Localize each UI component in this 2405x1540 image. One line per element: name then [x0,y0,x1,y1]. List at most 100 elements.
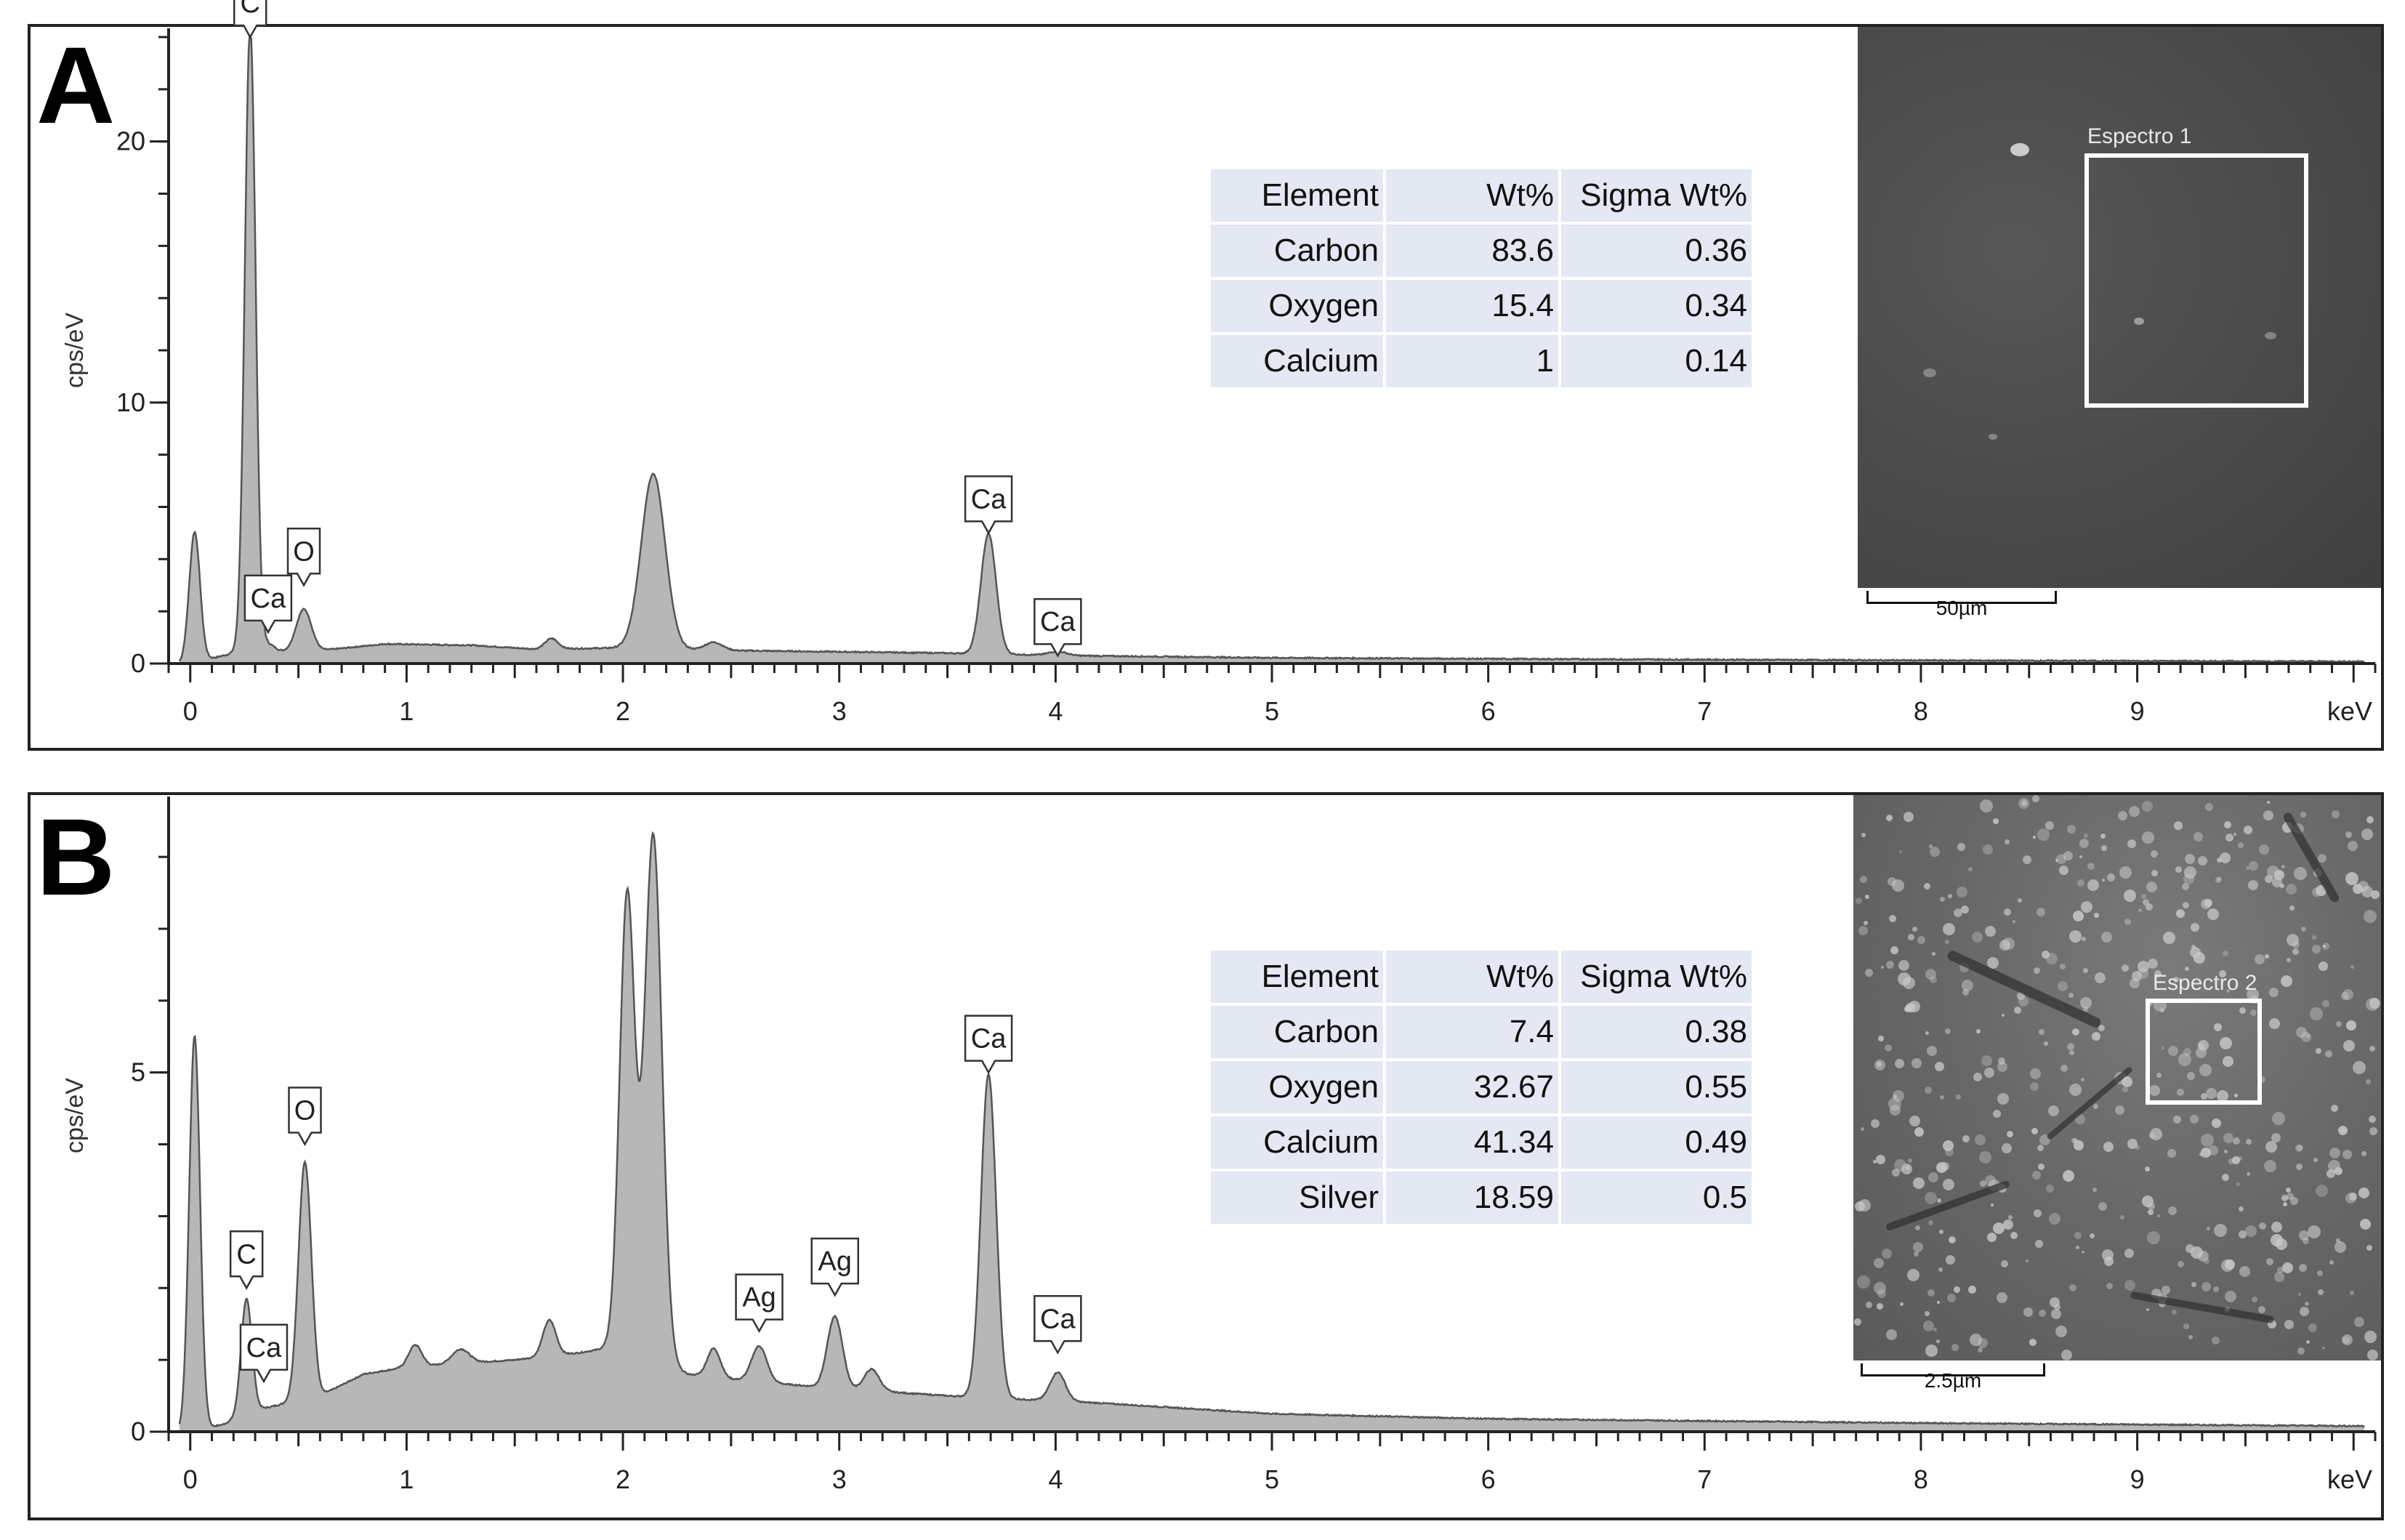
x-tick-label: 3 [832,1464,847,1494]
sem-particle [2068,993,2074,998]
y-tick-label: 0 [131,648,145,678]
sem-particle [2191,1282,2196,1287]
sem-particle [2358,1188,2369,1198]
sem-particle [2322,1000,2329,1007]
sem-particle [2167,1149,2176,1158]
sem-particle [1893,1090,1904,1102]
sem-particle [2023,1307,2033,1317]
sem-particle [2034,1209,2042,1217]
sem-particle [2249,861,2258,871]
sem-particle [2201,1134,2214,1147]
sem-particle [2318,1289,2324,1295]
sem-particle [2185,967,2189,971]
peak-label-box [964,1015,1013,1075]
table-row: Calcium 41.34 0.49 [1211,1116,1752,1169]
sem-particle [2313,1158,2318,1162]
table-row: Calcium 1 0.14 [1211,335,1752,387]
sem-defect [2134,318,2144,325]
spectrum-selection-box[interactable] [2084,153,2308,408]
cell-element: Calcium [1211,1116,1383,1169]
x-tick-label: 6 [1481,696,1496,726]
sem-particle [2265,875,2273,883]
sem-particle [2151,850,2158,858]
sem-particle [2103,1142,2114,1152]
sem-particle [2300,1307,2309,1316]
sem-particle [2087,879,2099,891]
sem-particle [2280,884,2284,888]
sem-particle [2073,911,2084,922]
table-header: Element Wt% Sigma Wt% [1211,169,1752,222]
sem-particle [2287,958,2291,962]
sem-particle [2034,967,2040,974]
sem-particle [1975,1134,1986,1145]
sem-particle [2083,968,2088,973]
x-tick-label: 2 [616,696,630,726]
sem-particle [2258,1306,2265,1313]
sem-particle [1904,812,1914,822]
sem-particle [1937,1198,1941,1203]
sem-particle [1940,897,1945,902]
sem-particle [2259,844,2269,855]
sem-particle [2239,1230,2247,1238]
sem-particle [2269,988,2279,997]
peak-label-box [288,1087,322,1147]
sem-particle [2148,1203,2155,1210]
x-tick-label: 1 [399,1464,414,1494]
sem-particle [2301,1032,2311,1042]
header-element: Element [1211,951,1383,1003]
sem-crack [2045,1065,2134,1141]
peak-label-box [243,574,293,634]
sem-particle [2361,1151,2366,1156]
x-unit-label: keV [2327,1464,2372,1494]
sem-particle [2271,1222,2282,1233]
peak-label: Ag [742,1283,776,1313]
x-tick-label: 0 [183,1464,198,1494]
sem-particle [2199,1064,2212,1076]
sem-particle [1899,850,1902,853]
sem-particle [2336,1238,2340,1243]
header-sigma: Sigma Wt% [1561,951,1752,1003]
sem-particle [1940,1095,1944,1100]
sem-particle [2072,1028,2079,1036]
sem-particle [2329,1148,2340,1158]
sem-particle [1941,1162,1949,1171]
peak-label: C [236,1239,256,1270]
sem-particle [1973,1073,1982,1081]
cell-wt: 15.4 [1386,280,1558,332]
sem-particle [1886,1329,1897,1340]
sem-particle [1890,1105,1901,1116]
sem-particle [1906,1166,1910,1170]
peak-label: Ca [246,1333,282,1363]
sem-particle [1871,1119,1880,1128]
sem-particle [2029,1339,2037,1346]
y-tick-label: 20 [116,126,145,156]
sem-particle [2083,1007,2088,1012]
spectrum-line [178,36,2365,664]
sem-particle [2245,1225,2257,1237]
sem-particle [1962,980,1973,991]
sem-particle [2323,945,2326,948]
peak-label-box [735,1273,783,1334]
sem-particle [1956,1094,1961,1100]
sem-particle [2247,1172,2250,1176]
sem-particle [1904,1006,1911,1012]
sem-particle [1917,936,1925,944]
sem-particle [2190,1115,2199,1124]
spectrum-selection-box[interactable] [2146,999,2262,1105]
peak-label: Ca [971,1024,1007,1055]
table-row: Oxygen 15.4 0.34 [1211,280,1752,332]
sem-particle [2060,964,2066,969]
sem-particle [1908,934,1914,940]
sem-particle [1874,1060,1885,1071]
sem-particle [1882,1249,1892,1259]
sem-particle [1900,1302,1904,1306]
table-row: Carbon 83.6 0.36 [1211,225,1752,277]
header-sigma: Sigma Wt% [1561,169,1752,222]
sem-particle [2037,829,2050,841]
sem-particle [1927,1046,1937,1056]
sem-particle [2026,1259,2029,1262]
sem-particle [2102,879,2105,882]
sem-particle [1947,1294,1956,1302]
sem-particle [2106,1283,2113,1289]
sem-particle [2252,1297,2257,1302]
